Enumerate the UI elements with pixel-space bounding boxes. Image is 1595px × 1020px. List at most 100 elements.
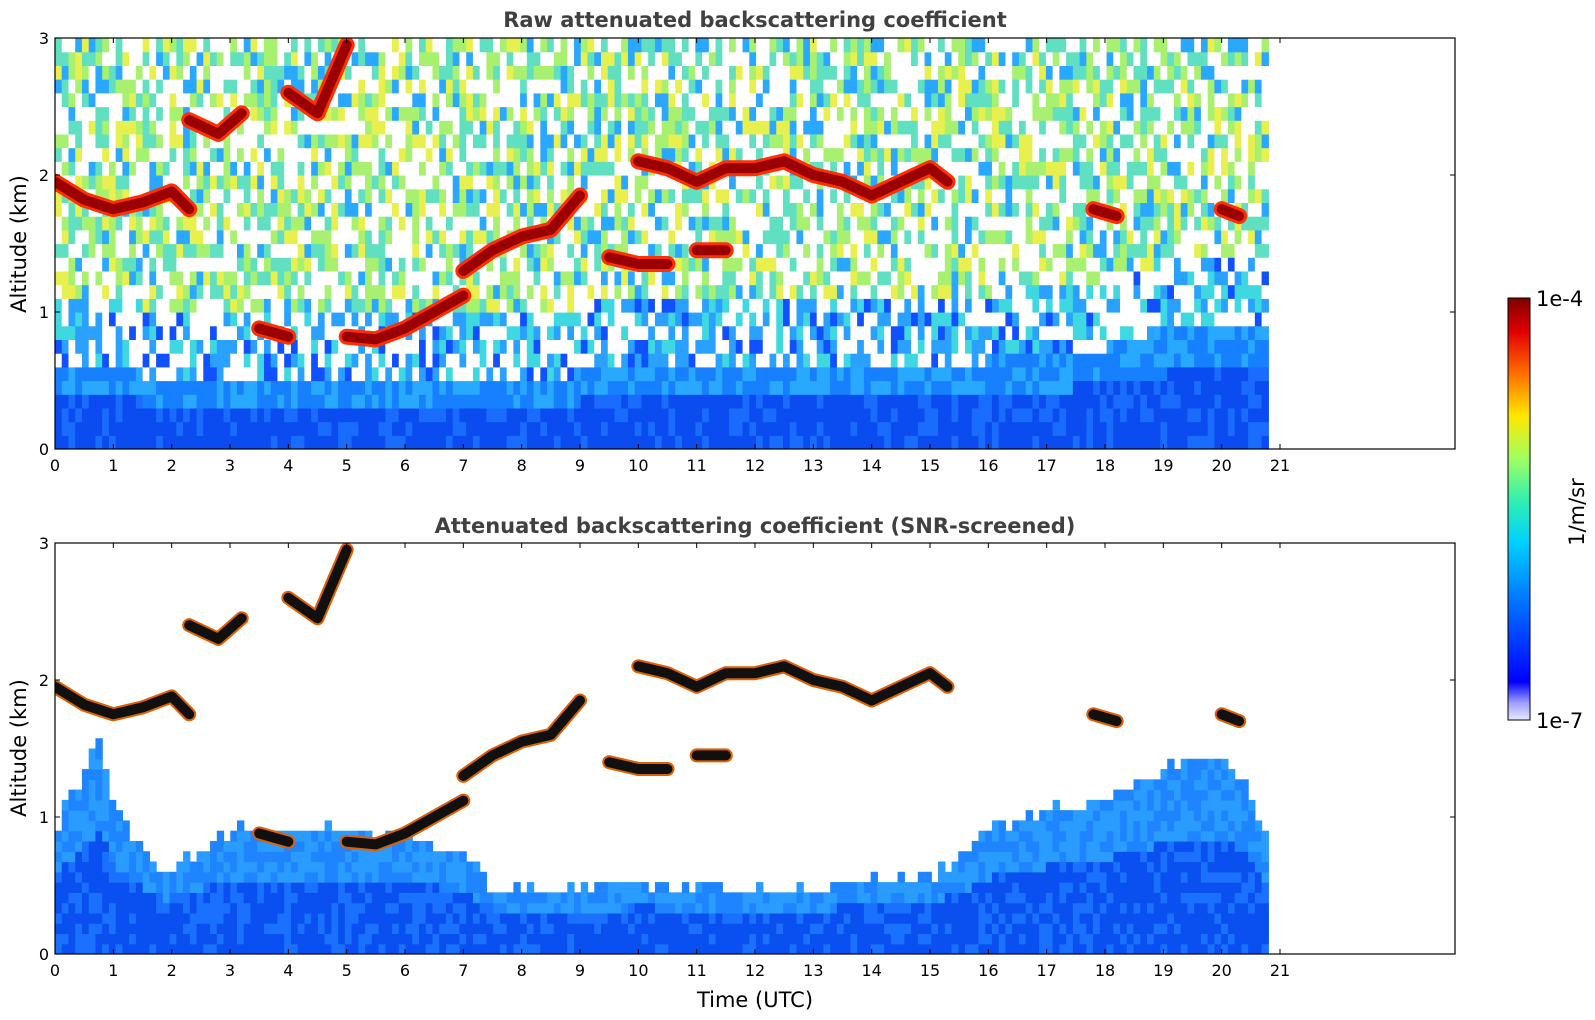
- heatmap-cell: [634, 325, 643, 340]
- heatmap-cell: [654, 92, 663, 108]
- heatmap-cell: [742, 147, 750, 162]
- heatmap-cell: [870, 229, 878, 245]
- heatmap-cell: [850, 161, 858, 176]
- heatmap-cell: [55, 65, 63, 80]
- heatmap-cell: [149, 92, 157, 108]
- heatmap-cell: [830, 202, 838, 217]
- heatmap-cell: [1093, 312, 1101, 327]
- heatmap-cell: [1032, 92, 1040, 108]
- heatmap-cell: [486, 106, 494, 121]
- heatmap-cell: [317, 270, 326, 286]
- heatmap-cell: [1025, 270, 1034, 286]
- heatmap-cell: [924, 79, 932, 94]
- heatmap-cell: [587, 366, 595, 382]
- heatmap-cell: [270, 394, 279, 409]
- heatmap-cell: [75, 38, 83, 53]
- heatmap-cell: [1106, 147, 1114, 162]
- heatmap-cell: [210, 257, 218, 272]
- heatmap-cell: [385, 120, 393, 135]
- heatmap-cell: [162, 65, 171, 80]
- heatmap-cell: [816, 79, 825, 94]
- heatmap-cell: [439, 161, 447, 176]
- heatmap-cell: [904, 147, 912, 162]
- heatmap-cell: [634, 339, 643, 354]
- heatmap-cell: [304, 216, 312, 231]
- heatmap-cell: [257, 229, 265, 245]
- heatmap-cell: [297, 339, 306, 354]
- heatmap-cell: [108, 353, 117, 368]
- heatmap-cell: [81, 312, 90, 327]
- heatmap-cell: [459, 394, 467, 409]
- heatmap-cell: [931, 147, 939, 162]
- heatmap-cell: [55, 366, 63, 382]
- heatmap-cell: [904, 133, 912, 149]
- heatmap-cell: [850, 407, 858, 423]
- heatmap-cell: [405, 298, 413, 313]
- heatmap-cell: [1052, 147, 1060, 162]
- heatmap-cell: [317, 175, 326, 190]
- heatmap-cell: [311, 394, 319, 409]
- heatmap-cell: [917, 298, 926, 313]
- heatmap-cell: [169, 407, 177, 423]
- heatmap-cell: [688, 270, 696, 286]
- heatmap-cell: [277, 366, 285, 382]
- heatmap-cell: [1113, 79, 1121, 94]
- heatmap-cell: [884, 380, 892, 395]
- heatmap-cell: [1052, 284, 1060, 299]
- heatmap-cell: [884, 51, 892, 66]
- heatmap-cell: [809, 188, 818, 203]
- heatmap-cell: [985, 161, 993, 176]
- heatmap-cell: [412, 38, 420, 53]
- heatmap-cell: [176, 161, 184, 176]
- heatmap-cell: [823, 257, 831, 272]
- heatmap-cell: [985, 147, 993, 162]
- heatmap-cell: [553, 270, 562, 286]
- heatmap-cell: [189, 421, 198, 436]
- heatmap-cell: [809, 366, 818, 382]
- heatmap-cell: [425, 257, 434, 272]
- heatmap-cell: [149, 65, 157, 80]
- heatmap-cell: [870, 366, 878, 382]
- heatmap-cell: [331, 366, 339, 382]
- heatmap-cell: [756, 380, 764, 395]
- heatmap-cell: [857, 229, 865, 245]
- heatmap-cell: [378, 106, 386, 121]
- heatmap-cell: [803, 380, 811, 395]
- heatmap-cell: [520, 161, 528, 176]
- heatmap-cell: [55, 147, 63, 162]
- heatmap-cell: [263, 79, 272, 94]
- heatmap-cell: [55, 380, 63, 395]
- heatmap-cell: [75, 284, 83, 299]
- heatmap-cell: [149, 270, 157, 286]
- heatmap-cell: [890, 339, 899, 354]
- heatmap-cell: [1153, 120, 1162, 135]
- heatmap-cell: [156, 243, 164, 258]
- heatmap-cell: [358, 133, 366, 149]
- heatmap-cell: [331, 243, 339, 258]
- heatmap-cell: [419, 175, 427, 190]
- heatmap-cell: [553, 407, 562, 423]
- heatmap-cell: [230, 92, 238, 108]
- heatmap-cell: [951, 407, 959, 423]
- heatmap-cell: [472, 216, 481, 231]
- heatmap-cell: [506, 188, 514, 203]
- heatmap-cell: [1018, 51, 1027, 66]
- heatmap-cell: [203, 257, 211, 272]
- heatmap-cell: [648, 284, 656, 299]
- heatmap-cell: [863, 435, 872, 449]
- heatmap-cell: [210, 339, 218, 354]
- heatmap-cell: [1160, 175, 1168, 190]
- heatmap-cell: [176, 339, 184, 354]
- heatmap-cell: [1173, 407, 1182, 423]
- heatmap-cell: [587, 257, 595, 272]
- heatmap-cell: [897, 435, 905, 449]
- heatmap-cell: [526, 366, 535, 382]
- heatmap-cell: [452, 65, 461, 80]
- heatmap-cell: [924, 147, 932, 162]
- heatmap-cell: [102, 339, 110, 354]
- heatmap-cell: [621, 284, 629, 299]
- heatmap-cell: [796, 243, 804, 258]
- heatmap-cell: [1032, 65, 1040, 80]
- heatmap-cell: [108, 380, 117, 395]
- heatmap-cell: [998, 284, 1007, 299]
